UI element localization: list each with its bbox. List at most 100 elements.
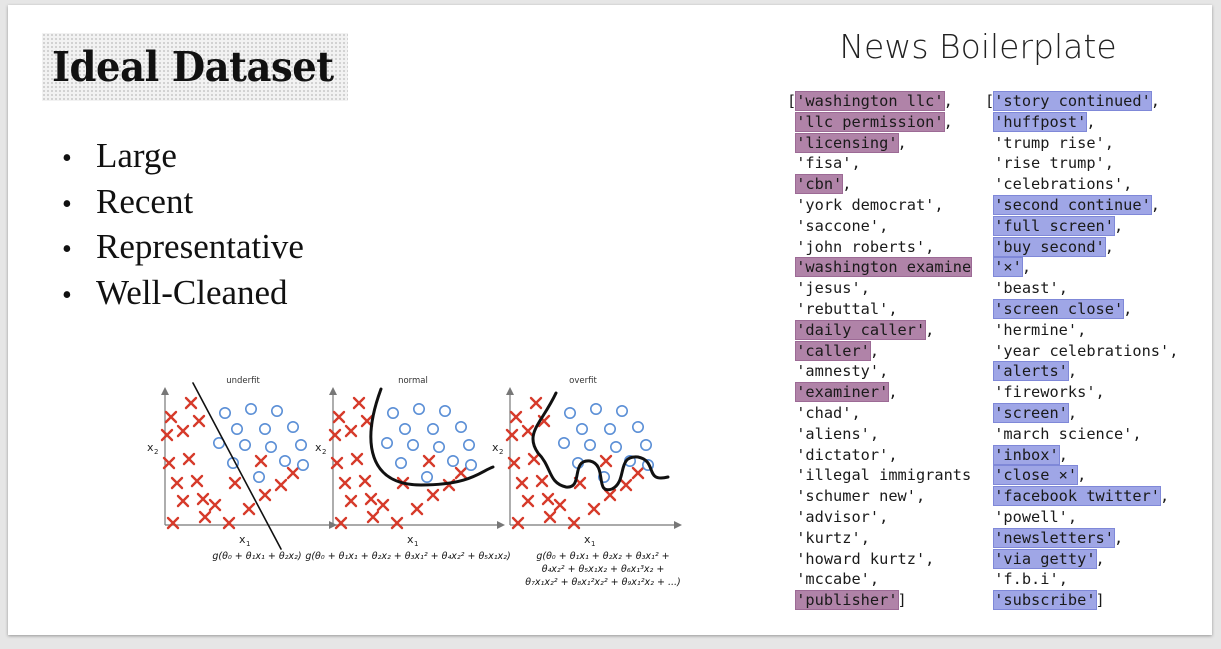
open-bracket: [ (985, 92, 995, 110)
token-suffix: , (925, 549, 935, 568)
open-bracket (985, 279, 994, 297)
circle-point (387, 406, 400, 419)
cross-point (541, 492, 555, 506)
cross-point (332, 410, 346, 424)
circle-point (421, 471, 434, 484)
boilerplate-token-row: '×', (985, 257, 1178, 278)
token-suffix: , (860, 528, 870, 547)
circle-point (239, 439, 252, 452)
token-suffix: ] (897, 591, 907, 610)
open-bracket (787, 591, 796, 609)
token-suffix: , (943, 112, 953, 131)
token-suffix: , (915, 487, 926, 506)
underfit-panel: underfit x 1x 2 (147, 376, 337, 550)
cross-point (366, 510, 380, 524)
circle-point (219, 406, 232, 419)
formula-overfit-line2: θ₄x₂² + θ₅x₁x₂ + θ₆x₁³x₂ + (542, 564, 665, 575)
token-suffix: , (1104, 154, 1114, 173)
cross-point (543, 510, 557, 524)
boilerplate-token: 'kurtz' (796, 528, 861, 547)
cross-point (334, 516, 348, 530)
circle-point (576, 422, 589, 435)
token-suffix: , (869, 570, 880, 589)
cross-point (176, 424, 190, 438)
formula-normal: g(θ₀ + θ₁x₁ + θ₂x₂ + θ₃x₁² + θ₄x₂² + θ₅x… (305, 551, 510, 562)
token-suffix: , (879, 507, 889, 526)
open-bracket (787, 175, 796, 193)
boilerplate-token-row: 'rebuttal', (787, 299, 973, 320)
token-suffix: , (1169, 341, 1179, 360)
open-bracket (985, 570, 994, 588)
open-bracket (985, 113, 994, 131)
boilerplate-token-row: 'mccabe', (787, 569, 973, 590)
boilerplate-token: 'aliens' (796, 424, 870, 443)
boilerplate-token-row: 'celebrations', (985, 174, 1178, 195)
boilerplate-token: 'advisor' (796, 507, 880, 526)
circle-point (604, 422, 617, 435)
token-suffix: , (1150, 195, 1160, 214)
token-suffix: , (934, 195, 944, 214)
boilerplate-token-highlighted: 'full screen' (993, 215, 1115, 236)
y-axis-label: x (492, 441, 499, 454)
open-bracket (985, 404, 994, 422)
open-bracket (985, 300, 994, 318)
boilerplate-list-left: ['washington llc', 'llc permission', 'li… (787, 91, 973, 611)
boilerplate-token: 'fisa' (796, 154, 852, 173)
circle-point (399, 422, 412, 435)
cross-point (190, 474, 204, 488)
token-suffix: , (943, 92, 953, 110)
token-suffix: , (1058, 279, 1068, 298)
panel-title: underfit (226, 376, 260, 386)
circle-point (616, 404, 629, 417)
boilerplate-token-highlighted: 'close ×' (993, 465, 1079, 486)
boilerplate-token-row: 'llc permission', (787, 111, 973, 133)
boilerplate-token: 'illegal immigrants (796, 466, 972, 485)
boilerplate-token-row: 'subscribe'] (985, 590, 1178, 611)
formula-overfit-line3: θ₇x₁x₂² + θ₈x₁²x₂² + θ₉x₁²x₂ + ...) (525, 577, 680, 588)
token-suffix: , (1104, 237, 1114, 256)
boilerplate-token-highlighted: 'buy second' (993, 236, 1106, 257)
boilerplate-token-row: 'kurtz', (787, 528, 973, 549)
token-suffix: , (1123, 175, 1133, 194)
token-suffix: , (879, 362, 889, 381)
circle-point (265, 441, 278, 454)
open-bracket (985, 529, 994, 547)
boilerplate-token: 'powell' (994, 507, 1068, 526)
boilerplate-token-row: 'newsletters', (985, 527, 1178, 549)
token-suffix: , (851, 154, 861, 173)
circle-point (455, 420, 468, 433)
x-axis-label: x (584, 533, 591, 546)
cross-point (521, 424, 535, 438)
boilerplate-token: 'dictator' (796, 445, 889, 464)
open-bracket (787, 425, 796, 443)
open-bracket (787, 404, 796, 422)
open-bracket (787, 300, 796, 318)
circle-point (245, 402, 258, 415)
cross-point (164, 410, 178, 424)
open-bracket (985, 154, 994, 172)
cross-point (553, 498, 567, 512)
slide-title: Ideal Dataset (52, 43, 334, 91)
y-axis-subscript: 2 (154, 448, 158, 456)
decision-boundary (369, 387, 495, 487)
open-bracket (985, 425, 994, 443)
cross-point (410, 502, 424, 516)
cross-point (454, 466, 468, 480)
boilerplate-token: 'schumer new' (796, 487, 916, 506)
boilerplate-token-row: 'advisor', (787, 507, 973, 528)
open-bracket (787, 342, 796, 360)
bullet-text: Representative (96, 227, 304, 266)
boilerplate-token-row: 'licensing', (787, 132, 973, 154)
cross-point (258, 488, 272, 502)
cross-point (176, 494, 190, 508)
boilerplate-token-row: 'close ×', (985, 465, 1178, 486)
boilerplate-token-row: 'fisa', (787, 153, 973, 174)
bullet-list: • Large • Recent • Representative • Well-Cle… (62, 133, 304, 315)
cross-point (567, 516, 581, 530)
open-bracket (787, 279, 796, 297)
open-bracket (787, 550, 796, 568)
bullet-item: • Recent (62, 179, 304, 225)
bullet-item: • Large (62, 133, 304, 179)
boilerplate-token-row: 'chad', (787, 403, 973, 424)
boilerplate-token-row: 'beast', (985, 278, 1178, 299)
